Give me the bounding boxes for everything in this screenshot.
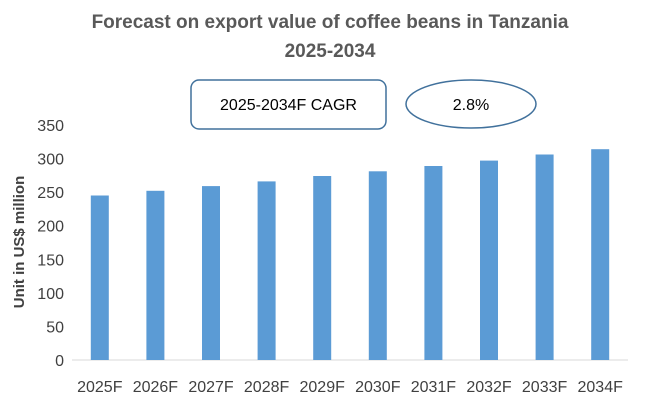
x-tick-label: 2025F xyxy=(77,379,123,396)
bar-2034F xyxy=(591,149,610,360)
cagr-label-box xyxy=(190,79,387,130)
y-axis-ticks: 0 50 100 150 200 250 300 350 xyxy=(37,118,64,370)
x-tick-label: 2030F xyxy=(355,379,401,396)
x-tick-label: 2031F xyxy=(411,379,457,396)
y-tick-label: 250 xyxy=(37,185,64,202)
bar-2030F xyxy=(368,171,387,360)
y-tick-label: 350 xyxy=(37,118,64,135)
cagr-value: 2.8% xyxy=(453,97,489,114)
y-axis-label: Unit in US$ million xyxy=(11,176,28,309)
y-tick-label: 100 xyxy=(37,286,64,303)
y-tick-label: 300 xyxy=(37,152,64,169)
y-tick-label: 50 xyxy=(46,319,64,336)
x-tick-label: 2026F xyxy=(133,379,179,396)
chart-title-line-2: 2025-2034 xyxy=(285,41,376,62)
x-tick-label: 2027F xyxy=(188,379,234,396)
y-tick-label: 200 xyxy=(37,219,64,236)
x-tick-label: 2033F xyxy=(522,379,568,396)
bar-2026F xyxy=(146,190,165,360)
chart-title-line-1: Forecast on export value of coffee beans… xyxy=(92,12,569,33)
x-tick-label: 2032F xyxy=(466,379,512,396)
cagr-value-ellipse xyxy=(405,79,537,129)
bar-2027F xyxy=(202,186,220,360)
bar-2032F xyxy=(480,160,498,360)
bar-2033F xyxy=(535,154,554,360)
x-tick-label: 2034F xyxy=(578,379,624,396)
cagr-label: 2025-2034F CAGR xyxy=(220,97,357,114)
y-tick-label: 0 xyxy=(55,353,64,370)
x-tick-label: 2028F xyxy=(244,379,290,396)
bar-2028F xyxy=(257,181,276,360)
bar-2031F xyxy=(424,166,443,360)
y-tick-label: 150 xyxy=(37,252,64,269)
bar-2029F xyxy=(313,176,332,360)
bars xyxy=(90,149,610,360)
bar-2025F xyxy=(90,195,109,360)
x-tick-label: 2029F xyxy=(300,379,346,396)
x-axis-ticks: 2025F 2026F 2027F 2028F 2029F 2030F 2031F 2032F… xyxy=(77,379,623,396)
